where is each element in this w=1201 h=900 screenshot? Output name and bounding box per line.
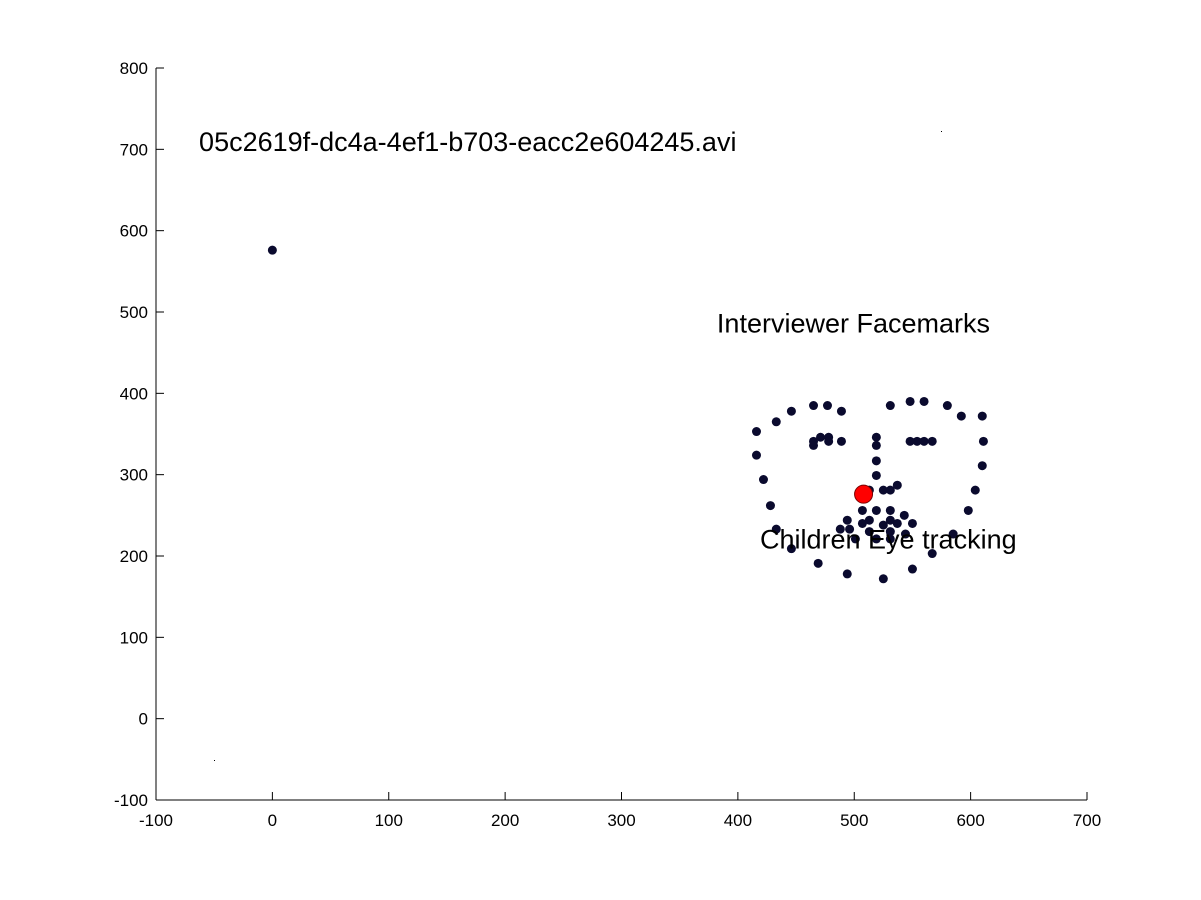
facemark-point (786, 406, 796, 416)
x-tick-label: -100 (139, 811, 173, 830)
facemark-point (885, 485, 895, 495)
facemark-point (771, 524, 781, 534)
facemark-point (907, 518, 917, 528)
facemark-point (885, 527, 895, 537)
tick-labels: -100 0 100 200 300 400 500 600 700 -100 0 100 200 300… (114, 59, 1101, 830)
facemark-point (885, 534, 895, 544)
y-tick-label: 700 (120, 140, 148, 159)
facemark-point (809, 436, 819, 446)
facemark-point (892, 518, 902, 528)
y-tick-label: 100 (120, 628, 148, 647)
facemark-point (912, 436, 922, 446)
facemark-point (878, 485, 888, 495)
x-tick-label: 100 (375, 811, 403, 830)
facemark-point (809, 401, 819, 411)
facemark-point (864, 527, 874, 537)
facemark-point (871, 470, 881, 480)
facemark-point (942, 401, 952, 411)
facemark-point (892, 480, 902, 490)
facemark-point (267, 245, 277, 255)
interviewer-facemarks-label: Interviewer Facemarks (717, 308, 990, 338)
facemark-point (824, 436, 834, 446)
facemark-point (857, 518, 867, 528)
facemark-point (899, 510, 909, 520)
facemark-point (905, 436, 915, 446)
facemark-point (822, 401, 832, 411)
stray-dot (941, 131, 942, 132)
facemark-point (927, 436, 937, 446)
data-points (267, 245, 988, 584)
facemark-point (905, 396, 915, 406)
facemark-point (871, 440, 881, 450)
y-tick-label: 600 (120, 222, 148, 241)
y-tick-label: 800 (120, 59, 148, 78)
tick-marks (155, 67, 1088, 801)
facemark-point (842, 515, 852, 525)
facemark-point (842, 569, 852, 579)
facemark-point (927, 549, 937, 559)
facemark-point (956, 411, 966, 421)
y-tick-label: 400 (120, 384, 148, 403)
eye-tracking-point (854, 484, 874, 504)
video-filename-label: 05c2619f-dc4a-4ef1-b703-eacc2e604245.avi (199, 127, 736, 157)
y-tick-label: -100 (114, 791, 148, 810)
children-eye-tracking-label: Children Eye tracking (760, 525, 1017, 555)
x-tick-label: 600 (956, 811, 984, 830)
x-tick-label: 400 (724, 811, 752, 830)
facemark-point (786, 544, 796, 554)
facemark-point (885, 505, 895, 515)
facemark-point (857, 505, 867, 515)
x-tick-label: 700 (1073, 811, 1101, 830)
facemark-point (758, 475, 768, 485)
facemark-point (885, 401, 895, 411)
annotations: 05c2619f-dc4a-4ef1-b703-eacc2e604245.avi… (199, 127, 1017, 555)
facemark-point (871, 534, 881, 544)
stray-dot (214, 760, 215, 761)
facemark-point (765, 501, 775, 511)
facemark-point (845, 524, 855, 534)
facemark-point (919, 436, 929, 446)
facemark-point (919, 396, 929, 406)
facemark-point (948, 529, 958, 539)
y-tick-label: 500 (120, 303, 148, 322)
axes (155, 68, 1087, 801)
x-tick-label: 0 (268, 811, 277, 830)
facemark-point (977, 411, 987, 421)
facemark-point (836, 406, 846, 416)
facemark-point (978, 436, 988, 446)
facemark-point (970, 485, 980, 495)
facemark-point (835, 524, 845, 534)
facemark-point (900, 529, 910, 539)
y-tick-label: 200 (120, 547, 148, 566)
facemark-point (751, 450, 761, 460)
x-tick-label: 200 (491, 811, 519, 830)
facemark-point (813, 558, 823, 568)
facemark-point (871, 432, 881, 442)
facemark-point (816, 432, 826, 442)
facemark-point (864, 515, 874, 525)
facemark-point (836, 436, 846, 446)
facemark-point (878, 574, 888, 584)
facemark-point (907, 564, 917, 574)
facemark-point (871, 456, 881, 466)
facemark-point (885, 515, 895, 525)
facemark-point (871, 505, 881, 515)
x-tick-label: 500 (840, 811, 868, 830)
y-tick-label: 0 (139, 710, 148, 729)
facemark-point (977, 461, 987, 471)
y-tick-label: 300 (120, 466, 148, 485)
x-tick-label: 300 (607, 811, 635, 830)
facemark-point (771, 417, 781, 427)
facemark-point (850, 534, 860, 544)
facemark-point (963, 505, 973, 515)
facemark-point (878, 520, 888, 530)
facemark-point (751, 427, 761, 437)
